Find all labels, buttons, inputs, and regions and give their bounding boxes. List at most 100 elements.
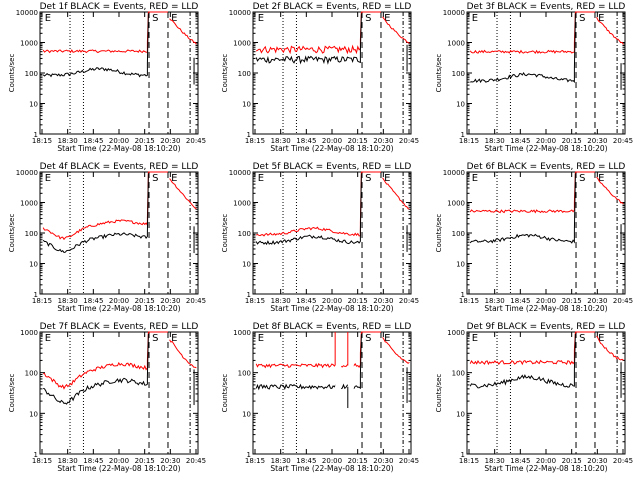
segment-marker: S bbox=[152, 333, 158, 344]
y-tick-label: 10 bbox=[456, 410, 465, 418]
x-tick-label: 18:15 bbox=[459, 137, 479, 145]
x-tick-label: 18:30 bbox=[271, 457, 291, 465]
y-tick-label: 1000 bbox=[233, 200, 251, 208]
segment-marker: E bbox=[45, 173, 51, 184]
y-tick-label: 1000 bbox=[20, 200, 38, 208]
y-axis-label: Counts/sec bbox=[8, 214, 16, 253]
x-tick-label: 18:15 bbox=[32, 137, 52, 145]
x-tick-label: 18:30 bbox=[485, 457, 505, 465]
y-tick-label: 1 bbox=[34, 451, 38, 459]
chart-panel-2: Det 2f BLACK = Events, RED = LLD 1 10 100 10… bbox=[221, 2, 419, 153]
x-axis-label: Start Time (22-May-08 18:10:20) bbox=[57, 464, 180, 473]
plot-frame bbox=[466, 11, 626, 135]
lld-series-line bbox=[42, 11, 149, 54]
chart-title: Det 3f BLACK = Events, RED = LLD bbox=[467, 2, 626, 12]
plot-frame bbox=[39, 331, 199, 455]
segment-marker: S bbox=[579, 13, 585, 24]
y-tick-label: 1 bbox=[247, 451, 251, 459]
data-gap bbox=[335, 333, 342, 453]
lld-decay-line bbox=[169, 339, 197, 369]
y-tick-label: 1000 bbox=[233, 329, 251, 337]
lld-decay-line bbox=[382, 337, 410, 364]
y-tick-label: 10000 bbox=[443, 9, 465, 17]
x-tick-label: 20:45 bbox=[613, 297, 633, 305]
chart-panel-1: Det 1f BLACK = Events, RED = LLD 1 10 100 10… bbox=[8, 2, 206, 153]
segment-marker: E bbox=[45, 13, 51, 24]
segment-marker: S bbox=[152, 13, 158, 24]
x-tick-label: 18:15 bbox=[459, 297, 479, 305]
x-tick-label: 20:30 bbox=[587, 297, 607, 305]
x-tick-label: 20:30 bbox=[587, 137, 607, 145]
lld-decay-line bbox=[382, 177, 410, 210]
events-series-line bbox=[43, 333, 149, 405]
y-axis-label: Counts/sec bbox=[435, 214, 443, 253]
events-series-line bbox=[42, 13, 149, 78]
y-tick-label: 1000 bbox=[20, 329, 38, 337]
x-axis-label: Start Time (22-May-08 18:10:20) bbox=[57, 144, 180, 153]
x-axis-label: Start Time (22-May-08 18:10:20) bbox=[270, 464, 393, 473]
x-tick-label: 20:15 bbox=[348, 457, 368, 465]
y-axis-label: Counts/sec bbox=[8, 54, 16, 93]
x-tick-label: 20:45 bbox=[186, 297, 206, 305]
x-tick-label: 20:30 bbox=[587, 457, 607, 465]
x-tick-label: 20:45 bbox=[186, 457, 206, 465]
segment-marker: E bbox=[171, 333, 177, 344]
x-tick-label: 18:45 bbox=[510, 137, 530, 145]
chart-panel-3: Det 3f BLACK = Events, RED = LLD 1 10 100 10… bbox=[435, 2, 633, 153]
segment-marker: S bbox=[579, 173, 585, 184]
plot-frame bbox=[252, 11, 412, 135]
y-tick-label: 1000 bbox=[447, 40, 465, 48]
lld-series-line bbox=[469, 331, 576, 366]
y-axis-label: Counts/sec bbox=[221, 214, 229, 253]
x-tick-label: 18:15 bbox=[459, 457, 479, 465]
chart-title: Det 9f BLACK = Events, RED = LLD bbox=[467, 322, 626, 332]
lld-decay-line bbox=[596, 176, 624, 205]
lld-series-line bbox=[469, 11, 576, 54]
x-tick-label: 18:15 bbox=[245, 297, 265, 305]
y-tick-label: 1 bbox=[247, 131, 251, 139]
x-tick-label: 18:45 bbox=[83, 297, 103, 305]
x-axis-label: Start Time (22-May-08 18:10:20) bbox=[270, 304, 393, 313]
events-series-line bbox=[469, 173, 576, 244]
x-tick-label: 20:30 bbox=[373, 457, 393, 465]
y-tick-label: 100 bbox=[452, 230, 465, 238]
y-tick-label: 1 bbox=[247, 291, 251, 299]
x-tick-label: 18:30 bbox=[271, 137, 291, 145]
chart-title: Det 6f BLACK = Events, RED = LLD bbox=[467, 162, 626, 172]
plot-frame bbox=[39, 11, 199, 135]
segment-marker: E bbox=[258, 333, 264, 344]
x-tick-label: 20:15 bbox=[135, 297, 155, 305]
x-tick-label: 20:45 bbox=[399, 297, 419, 305]
x-tick-label: 20:15 bbox=[562, 297, 582, 305]
lld-series-line bbox=[256, 171, 362, 237]
y-tick-label: 100 bbox=[238, 370, 251, 378]
events-series-line bbox=[255, 173, 362, 246]
x-tick-label: 20:00 bbox=[322, 457, 342, 465]
y-tick-label: 10 bbox=[29, 101, 38, 109]
y-tick-label: 10 bbox=[242, 261, 251, 269]
x-tick-label: 18:15 bbox=[32, 297, 52, 305]
x-tick-label: 20:15 bbox=[348, 137, 368, 145]
y-tick-label: 100 bbox=[238, 230, 251, 238]
x-tick-label: 20:00 bbox=[536, 297, 556, 305]
y-tick-label: 100 bbox=[25, 370, 38, 378]
x-tick-label: 20:00 bbox=[536, 137, 556, 145]
y-tick-label: 10 bbox=[242, 101, 251, 109]
x-tick-label: 20:00 bbox=[109, 137, 129, 145]
y-tick-label: 1000 bbox=[447, 329, 465, 337]
y-tick-label: 10 bbox=[29, 410, 38, 418]
x-tick-label: 18:45 bbox=[83, 137, 103, 145]
x-tick-label: 20:30 bbox=[160, 297, 180, 305]
segment-marker: S bbox=[365, 13, 371, 24]
chart-title: Det 5f BLACK = Events, RED = LLD bbox=[253, 162, 412, 172]
chart-title: Det 4f BLACK = Events, RED = LLD bbox=[40, 162, 199, 172]
lld-series-line bbox=[43, 331, 149, 390]
x-tick-label: 18:30 bbox=[485, 137, 505, 145]
segment-marker: E bbox=[598, 173, 604, 184]
segment-marker: E bbox=[384, 333, 390, 344]
events-series-line bbox=[469, 333, 576, 389]
x-tick-label: 20:45 bbox=[399, 137, 419, 145]
lld-decay-line bbox=[596, 16, 624, 45]
segment-marker: E bbox=[472, 173, 478, 184]
segment-marker: S bbox=[365, 173, 371, 184]
